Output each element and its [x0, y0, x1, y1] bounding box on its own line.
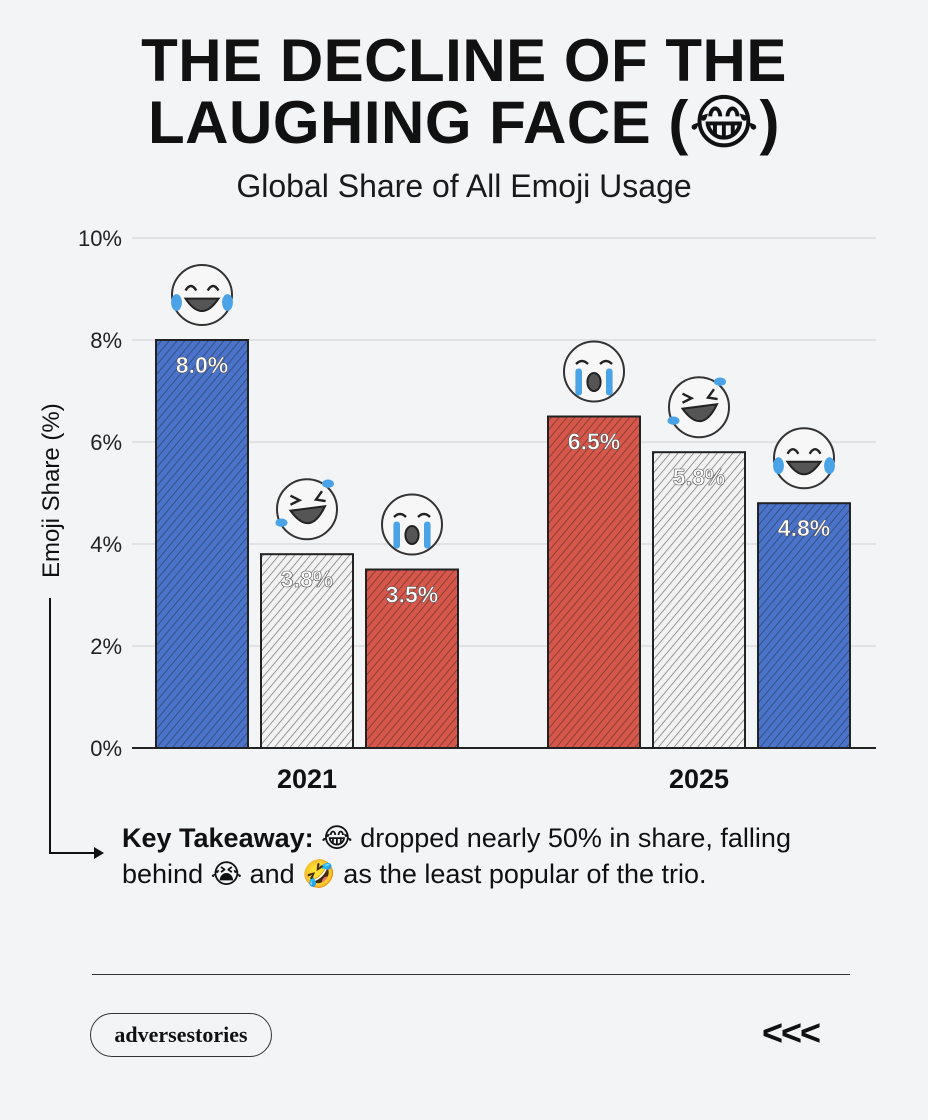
- takeaway-text: 😂 dropped nearly 50% in share, falling b…: [122, 823, 791, 889]
- bar-hatch: [156, 340, 248, 748]
- bar-value-label: 6.5%: [568, 429, 620, 455]
- takeaway-arrow-icon: [49, 598, 104, 859]
- bar-chart: 0% 2% 4% 6% 8% 10% 8.0% 3.8% 3.5% 2021 6.5% 5.8% 4.…: [78, 226, 876, 794]
- footer-divider: [92, 974, 850, 975]
- bar-value-label: 5.8%: [673, 464, 725, 490]
- loudly-crying-face-icon: [563, 340, 625, 403]
- bar-hatch: [261, 554, 353, 748]
- y-axis-label: Emoji Share (%): [38, 403, 65, 578]
- laughing-face-with-tears-icon: [171, 264, 233, 326]
- y-tick-label: 2%: [90, 634, 122, 659]
- bar-value-label: 4.8%: [778, 515, 830, 541]
- back-arrows-icon[interactable]: <<<: [762, 1012, 821, 1053]
- bar-hatch: [548, 416, 640, 748]
- chart-subtitle: Global Share of All Emoji Usage: [236, 168, 692, 204]
- key-takeaway: Key Takeaway: 😂 dropped nearly 50% in sh…: [122, 820, 842, 892]
- y-tick-label: 0%: [90, 736, 122, 761]
- brand-logo[interactable]: adversestories: [90, 1013, 272, 1057]
- laughing-face-with-tears-icon: [773, 427, 835, 490]
- rolling-on-floor-laughing-icon: [275, 478, 338, 541]
- loudly-crying-face-icon: [381, 493, 443, 556]
- y-tick-label: 10%: [78, 226, 122, 251]
- takeaway-label: Key Takeaway:: [122, 823, 314, 853]
- x-tick-label: 2021: [277, 764, 337, 794]
- title-line-1: THE DECLINE OF THE: [141, 27, 787, 94]
- x-tick-label: 2025: [669, 764, 729, 794]
- y-tick-label: 6%: [90, 430, 122, 455]
- rolling-on-floor-laughing-icon: [667, 376, 730, 439]
- bar-hatch: [758, 503, 850, 748]
- bar-value-label: 3.8%: [281, 566, 333, 592]
- title-line-2: LAUGHING FACE (😂): [148, 89, 780, 156]
- bar-value-label: 8.0%: [176, 352, 228, 378]
- bar-value-label: 3.5%: [386, 582, 438, 608]
- bar-hatch: [653, 452, 745, 748]
- bar-hatch: [366, 569, 458, 748]
- y-tick-label: 8%: [90, 328, 122, 353]
- chart-title: THE DECLINE OF THE LAUGHING FACE (😂): [0, 30, 928, 154]
- y-tick-label: 4%: [90, 532, 122, 557]
